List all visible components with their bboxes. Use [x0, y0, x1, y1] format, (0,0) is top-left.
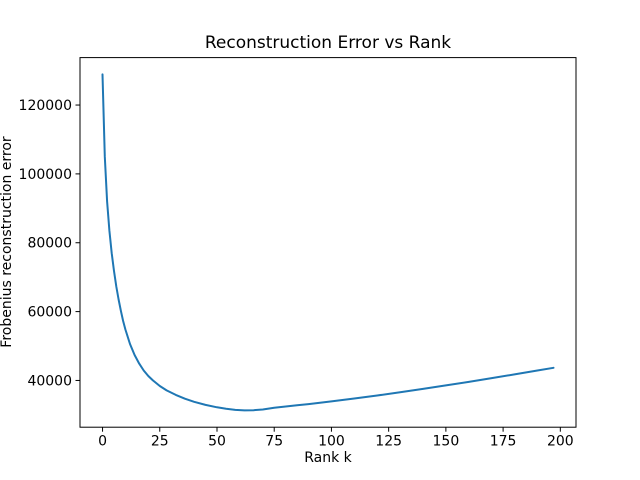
y-axis-label: Frobenius reconstruction error [0, 136, 15, 348]
error-curve [101, 73, 555, 412]
y-tick-label: 40000 [27, 373, 72, 389]
x-tick-label: 125 [375, 434, 402, 450]
y-tick-label: 80000 [27, 236, 72, 252]
y-tick-label: 100000 [19, 167, 72, 183]
x-tick-label: 75 [265, 434, 283, 450]
x-tick-label: 25 [151, 434, 169, 450]
x-tick-label: 175 [490, 434, 517, 450]
chart-title: Reconstruction Error vs Rank [205, 33, 451, 53]
plot-area [79, 57, 577, 428]
y-tick-label: 60000 [27, 305, 72, 321]
x-axis-label: Rank k [304, 450, 352, 466]
x-tick-label: 50 [208, 434, 226, 450]
x-tick-label: 100 [318, 434, 345, 450]
x-tick-label: 150 [433, 434, 460, 450]
plot-dynamic-layer: 0 25 50 75 100 125 150 175 200 40000 60000 80000 100… [19, 73, 574, 450]
y-tick-label: 120000 [19, 98, 72, 114]
x-tick-label: 200 [547, 434, 574, 450]
x-tick-label: 0 [98, 434, 107, 450]
